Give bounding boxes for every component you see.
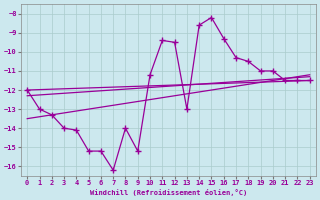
X-axis label: Windchill (Refroidissement éolien,°C): Windchill (Refroidissement éolien,°C) <box>90 189 247 196</box>
